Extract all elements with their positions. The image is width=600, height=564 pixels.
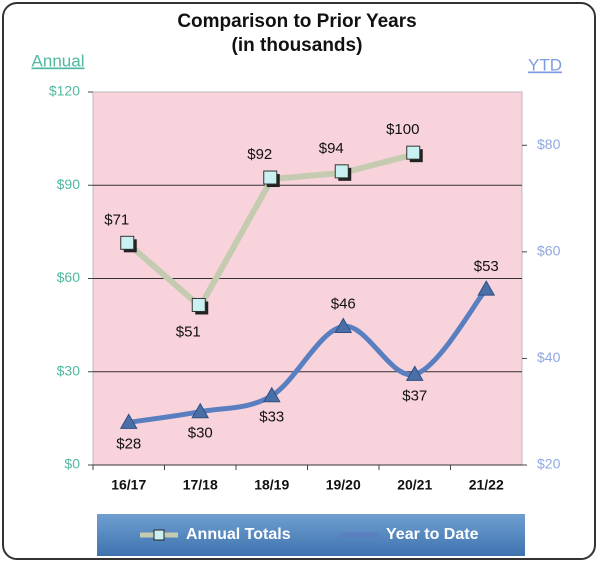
data-label: $100	[386, 121, 419, 138]
x-tick-label: 16/17	[111, 477, 146, 493]
data-label: $94	[319, 140, 344, 157]
data-label: $28	[116, 435, 141, 452]
marker	[262, 386, 281, 403]
x-tick-label: 18/19	[254, 477, 289, 493]
marker	[120, 235, 135, 250]
y2-axis-title: YTD	[528, 55, 562, 74]
marker	[191, 402, 210, 419]
marker	[191, 297, 206, 312]
y2-tick-label: $80	[537, 136, 561, 152]
legend-label: Annual Totals	[186, 526, 291, 543]
y-tick-label: $60	[57, 269, 81, 285]
data-label: $30	[188, 425, 213, 442]
x-tick-label: 17/18	[183, 477, 218, 493]
marker	[263, 170, 278, 185]
x-tick-label: 21/22	[469, 477, 504, 493]
data-label: $71	[104, 211, 129, 228]
legend-label: Year to Date	[386, 526, 479, 543]
marker	[119, 413, 138, 429]
marker	[334, 164, 349, 179]
data-label: $37	[402, 387, 427, 404]
marker	[405, 365, 424, 381]
data-label: $53	[474, 258, 499, 275]
chart-title: Comparison to Prior Years	[177, 11, 416, 32]
y2-tick-label: $40	[537, 349, 561, 365]
y-tick-label: $120	[49, 83, 80, 99]
marker	[477, 280, 496, 296]
y-axis-title: Annual	[32, 51, 85, 70]
y-tick-label: $30	[57, 362, 81, 378]
data-label: $46	[331, 295, 356, 312]
y2-tick-label: $20	[537, 456, 561, 472]
marker	[334, 317, 353, 333]
data-label: $33	[259, 409, 284, 426]
y-tick-label: $0	[64, 456, 80, 472]
legend-marker	[153, 529, 165, 541]
x-tick-label: 19/20	[326, 477, 361, 493]
x-tick-label: 20/21	[397, 477, 432, 493]
chart-subtitle: (in thousands)	[232, 35, 363, 56]
data-label: $51	[176, 323, 201, 340]
data-label: $92	[247, 146, 272, 163]
y2-tick-label: $60	[537, 243, 561, 259]
y-tick-label: $90	[57, 176, 81, 192]
marker	[406, 145, 421, 160]
